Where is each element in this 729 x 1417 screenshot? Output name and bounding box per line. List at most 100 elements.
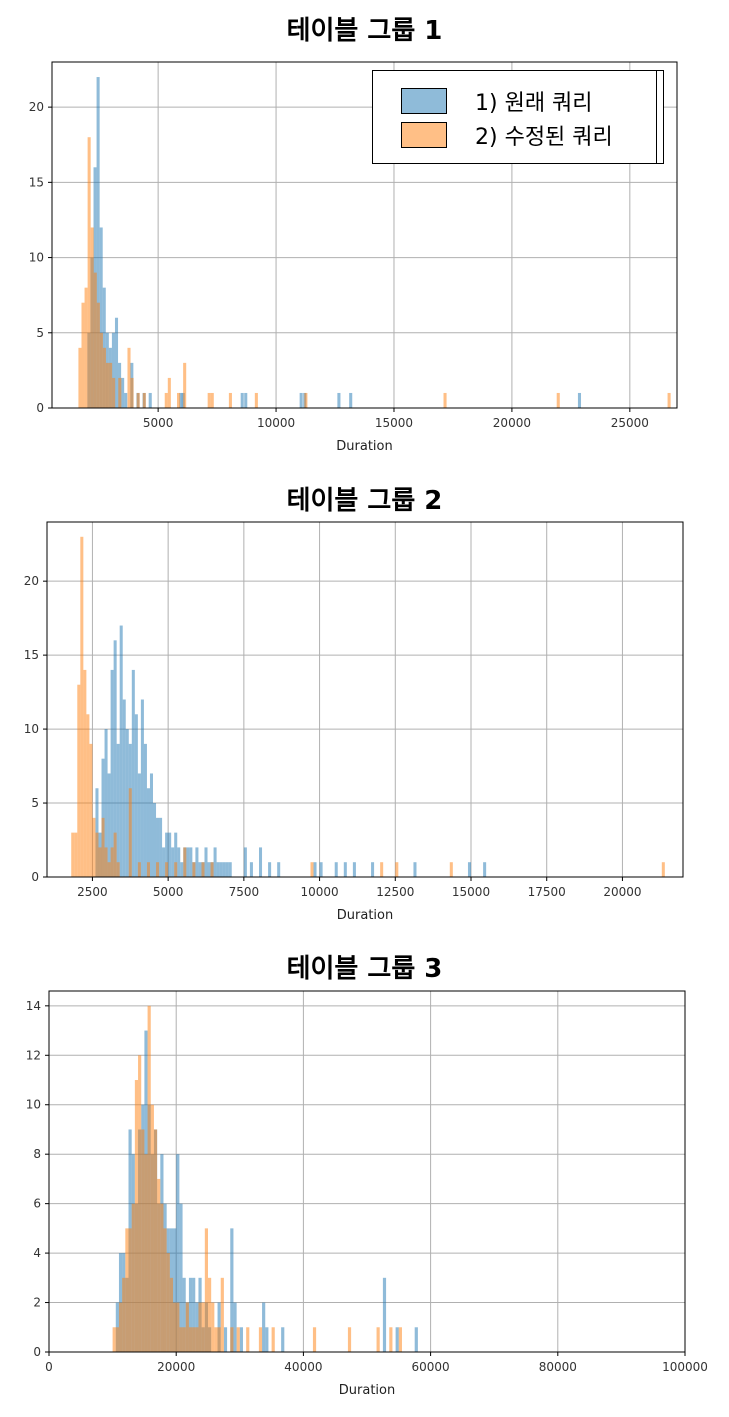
- y-tick-label: 14: [26, 999, 41, 1013]
- histogram-bar-series-2: [167, 377, 171, 408]
- histogram-bar-series-1: [334, 862, 338, 877]
- histogram-bar-series-2: [220, 1277, 224, 1352]
- y-tick-label: 0: [31, 870, 39, 884]
- histogram-bar-series-2: [183, 847, 187, 877]
- histogram-bar-series-1: [119, 625, 123, 877]
- histogram-bar-series-2: [254, 392, 258, 408]
- histogram-bar-series-2: [110, 847, 114, 877]
- histogram-bar-series-2: [198, 1302, 202, 1352]
- histogram-bar-series-2: [164, 392, 168, 408]
- y-tick-label: 0: [33, 1345, 41, 1359]
- histogram-bar-series-2: [271, 1327, 275, 1352]
- histogram-bar-series-1: [104, 729, 108, 877]
- histogram-bar-series-1: [134, 714, 138, 877]
- histogram-bar-series-1: [343, 862, 347, 877]
- histogram-bar-series-1: [173, 1228, 177, 1352]
- legend-label-modified: 2) 수정된 쿼리: [475, 125, 613, 150]
- histogram-bar-series-2: [77, 684, 81, 877]
- histogram-bar-series-2: [99, 332, 103, 408]
- histogram-bar-series-1: [277, 862, 281, 877]
- y-tick-label: 10: [26, 1098, 41, 1112]
- histogram-bar-series-1: [243, 847, 247, 877]
- histogram-bar-series-1: [140, 699, 144, 877]
- histogram-bar-series-2: [228, 392, 232, 408]
- histogram-bar-series-1: [180, 862, 184, 877]
- chart-3-title: 테이블 그룹 3: [286, 954, 443, 984]
- x-tick-label: 2500: [77, 885, 108, 899]
- histogram-bar-series-1: [143, 743, 147, 877]
- histogram-bar-series-2: [112, 377, 116, 408]
- histogram-bar-series-2: [208, 1277, 212, 1352]
- histogram-bar-series-1: [467, 862, 471, 877]
- histogram-bar-series-2: [106, 362, 110, 408]
- y-tick-label: 15: [24, 648, 39, 662]
- x-tick-label: 20000: [603, 885, 641, 899]
- y-tick-label: 20: [24, 574, 39, 588]
- histogram-bar-series-2: [138, 1055, 142, 1352]
- x-tick-label: 12500: [376, 885, 414, 899]
- histogram-bar-series-1: [114, 317, 119, 408]
- histogram-bar-series-2: [74, 832, 78, 877]
- histogram-bar-series-1: [240, 392, 244, 408]
- histogram-bar-series-1: [176, 1154, 180, 1352]
- histogram-bar-series-1: [188, 1277, 193, 1352]
- x-tick-label: 0: [45, 1360, 53, 1374]
- y-tick-label: 4: [33, 1246, 41, 1260]
- histogram-bar-series-2: [398, 1327, 402, 1352]
- histogram-bar-series-1: [165, 832, 169, 877]
- histogram-bar-series-2: [182, 1327, 186, 1352]
- histogram-bar-series-2: [210, 862, 214, 877]
- y-tick-label: 15: [29, 175, 44, 189]
- histogram-bar-series-2: [195, 1327, 199, 1352]
- histogram-bar-series-1: [186, 847, 190, 877]
- chart-1-title: 테이블 그룹 1: [286, 16, 443, 46]
- histogram-bar-series-2: [90, 227, 94, 408]
- histogram-bar-series-1: [577, 392, 582, 408]
- histogram-bar-series-1: [113, 640, 117, 877]
- histogram-bar-series-2: [312, 1327, 317, 1352]
- histogram-bar-series-2: [156, 862, 160, 877]
- histogram-bar-series-1: [414, 1327, 418, 1352]
- histogram-bar-series-2: [207, 392, 211, 408]
- histogram-bar-series-2: [169, 1277, 174, 1352]
- histogram-bar-series-1: [162, 847, 166, 877]
- histogram-bar-series-2: [127, 347, 131, 408]
- x-tick-label: 60000: [412, 1360, 450, 1374]
- histogram-bar-series-2: [134, 1080, 139, 1352]
- histogram-bar-series-2: [214, 1327, 218, 1352]
- histogram-bar-series-2: [661, 862, 665, 877]
- histogram-bar-series-1: [153, 803, 157, 877]
- histogram-bar-series-2: [230, 1327, 234, 1352]
- histogram-bar-series-1: [110, 669, 114, 877]
- histogram-bar-series-2: [102, 347, 107, 408]
- histogram-bar-series-2: [118, 1302, 123, 1352]
- histogram-bar-series-1: [137, 773, 141, 877]
- x-tick-label: 100000: [662, 1360, 708, 1374]
- histogram-bar-series-1: [107, 773, 111, 877]
- histogram-bar-series-1: [124, 392, 128, 408]
- histogram-bar-series-2: [177, 392, 181, 408]
- histogram-bar-series-2: [122, 1277, 126, 1352]
- histogram-bar-series-1: [198, 862, 202, 877]
- histogram-bar-series-2: [125, 1228, 129, 1352]
- histogram-bar-series-2: [80, 536, 84, 877]
- histogram-bar-series-1: [249, 862, 253, 877]
- histogram-bar-series-1: [219, 862, 223, 877]
- histogram-bar-series-2: [141, 1129, 145, 1352]
- plot-frame: [46, 521, 684, 878]
- histogram-bar-series-1: [192, 1277, 196, 1352]
- histogram-bar-series-1: [259, 847, 263, 877]
- histogram-bar-series-2: [104, 847, 108, 877]
- y-tick-label: 6: [33, 1197, 41, 1211]
- x-axis-label: Duration: [337, 908, 393, 923]
- histogram-bar-series-1: [244, 392, 248, 408]
- histogram-bar-series-1: [222, 862, 226, 877]
- histogram-bar-series-2: [556, 392, 560, 408]
- histogram-bar-series-2: [144, 1154, 148, 1352]
- histogram-bar-series-2: [84, 287, 88, 408]
- histogram-bar-series-2: [443, 392, 447, 408]
- histogram-bar-series-2: [98, 847, 102, 877]
- histogram-bar-series-2: [201, 862, 205, 877]
- histogram-bar-series-2: [95, 832, 99, 877]
- legend-swatch-modified: [401, 122, 447, 148]
